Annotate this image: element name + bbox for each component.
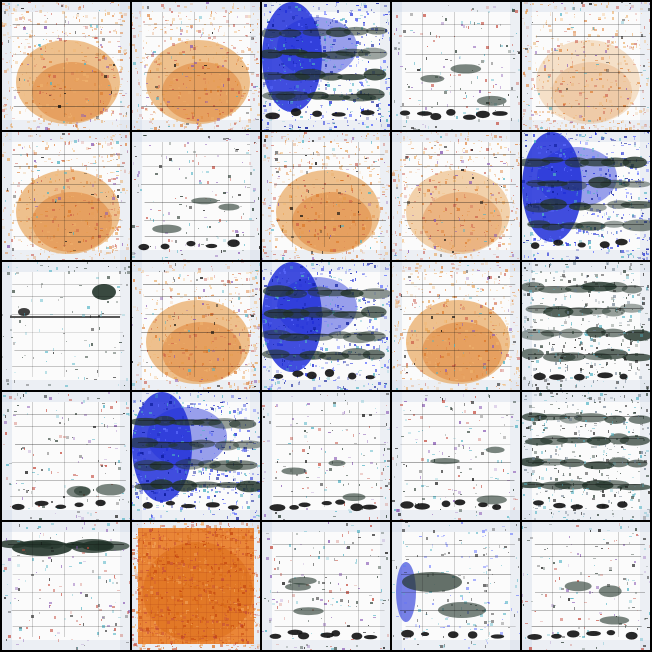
tile-image (132, 522, 260, 650)
grid-tile (522, 2, 650, 130)
grid-tile (132, 2, 260, 130)
grid-tile (2, 262, 130, 390)
tile-image (132, 262, 260, 390)
grid-tile (392, 132, 520, 260)
tile-image (392, 392, 520, 520)
grid-tile (132, 392, 260, 520)
grid-tile (2, 2, 130, 130)
tile-image (392, 522, 520, 650)
tile-image (522, 522, 650, 650)
grid-tile (392, 522, 520, 650)
tile-image (522, 262, 650, 390)
tile-image (2, 132, 130, 260)
grid-tile (392, 392, 520, 520)
tile-image (392, 262, 520, 390)
tile-image (2, 392, 130, 520)
tile-image (2, 262, 130, 390)
grid-tile (262, 2, 390, 130)
tile-image (522, 392, 650, 520)
grid-tile (132, 522, 260, 650)
grid-tile (392, 262, 520, 390)
grid-tile (262, 132, 390, 260)
tile-image (262, 132, 390, 260)
tile-image (392, 132, 520, 260)
tile-image (262, 522, 390, 650)
tile-image (522, 132, 650, 260)
tile-image (262, 262, 390, 390)
grid-tile (392, 2, 520, 130)
grid-tile (262, 392, 390, 520)
tile-image (132, 2, 260, 130)
tile-image (132, 132, 260, 260)
grid-tile (262, 262, 390, 390)
grid-tile (522, 392, 650, 520)
tile-image (2, 2, 130, 130)
tile-image (262, 392, 390, 520)
grid-tile (2, 522, 130, 650)
grid-tile (522, 522, 650, 650)
grid-tile (2, 392, 130, 520)
tile-image (2, 522, 130, 650)
grid-tile (522, 262, 650, 390)
tile-image (522, 2, 650, 130)
tile-image (132, 392, 260, 520)
tile-image (262, 2, 390, 130)
grid-tile (262, 522, 390, 650)
grid-tile (132, 262, 260, 390)
grid-tile (522, 132, 650, 260)
grid-tile (132, 132, 260, 260)
grid-tile (2, 132, 130, 260)
tile-image (392, 2, 520, 130)
